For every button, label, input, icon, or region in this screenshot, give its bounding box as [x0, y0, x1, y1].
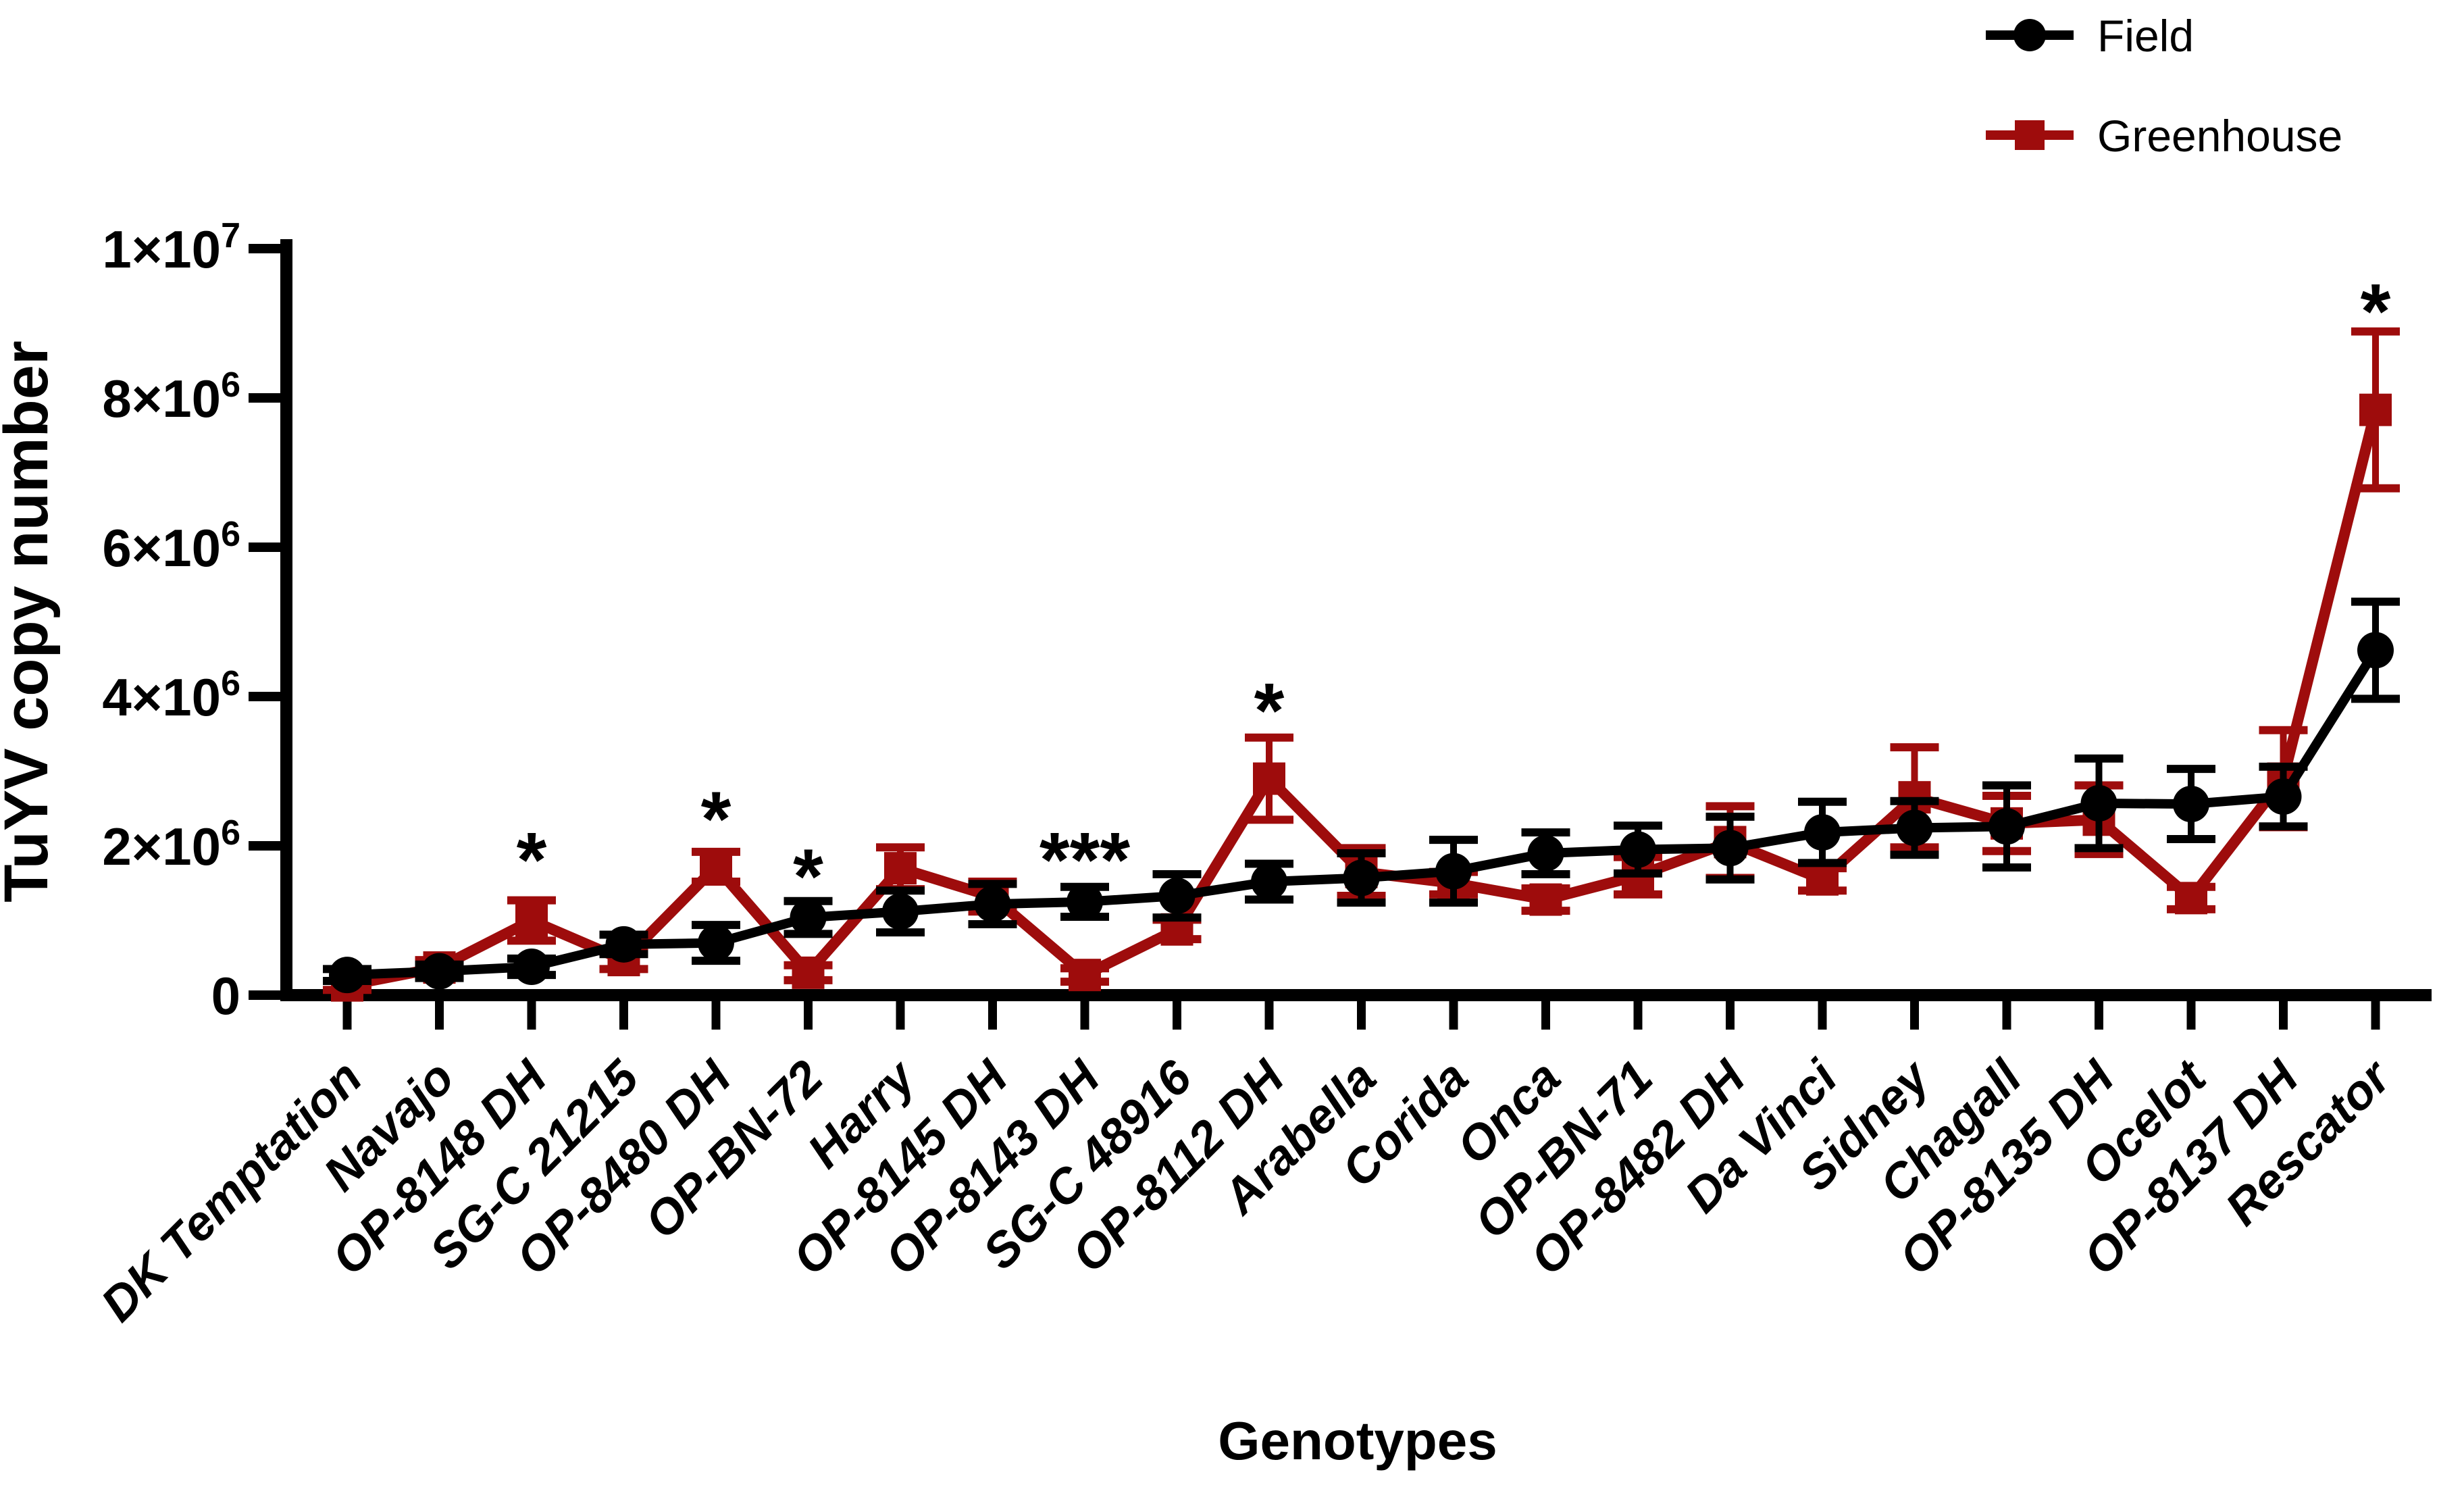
x-tick-mark [2371, 1001, 2380, 1030]
x-tick-mark [988, 1001, 997, 1030]
field-data-point [1435, 853, 1472, 890]
y-tick-mark [249, 692, 280, 701]
x-tick-mark [1357, 1001, 1366, 1030]
x-tick-mark [711, 1001, 721, 1030]
significance-layer: * ** ***** [517, 268, 2391, 919]
field-data-point [790, 899, 827, 936]
x-tick-mark [1910, 1001, 1919, 1030]
field-data-point [2173, 786, 2209, 823]
field-data-point [882, 893, 919, 930]
field-data-point [1988, 808, 2025, 845]
x-axis-title: Genotypes [1218, 1411, 1497, 1471]
legend-item-greenhouse: Greenhouse [1986, 111, 2342, 161]
field-data-point [974, 886, 1011, 923]
legend-label-field: Field [2097, 11, 2194, 61]
x-tick-mark [1080, 1001, 1089, 1030]
y-tick-label: 8×106 [102, 365, 240, 428]
x-tick-mark [896, 1001, 905, 1030]
y-tick-label: 4×106 [102, 664, 240, 727]
greenhouse-data-point [1069, 959, 1101, 992]
x-axis-line [280, 989, 2432, 1001]
y-tick-mark [249, 393, 280, 403]
greenhouse-data-point [2359, 393, 2392, 426]
y-tick-mark [249, 990, 280, 1000]
y-tick-label: 1×107 [102, 216, 240, 279]
legend-item-field: Field [1986, 11, 2194, 61]
field-data-point [1343, 859, 1380, 897]
x-tick-mark [2279, 1001, 2288, 1030]
x-tick-mark [1173, 1001, 1181, 1030]
field-data-point [2080, 785, 2118, 822]
field-data-point [1527, 835, 1564, 872]
x-tick-mark [435, 1001, 444, 1030]
x-tick-mark [619, 1001, 628, 1030]
field-data-point [421, 953, 458, 990]
greenhouse-data-point [792, 956, 825, 989]
significance-asterisk: * [517, 817, 547, 904]
x-tick-mark [1818, 1001, 1827, 1030]
y-tick-mark [249, 542, 280, 552]
x-tick-mark [1541, 1001, 1550, 1030]
series-layer [323, 327, 2400, 1002]
y-tick-label: 0 [211, 966, 240, 1026]
y-tick-label: 2×106 [102, 813, 240, 876]
significance-asterisk: * [1254, 668, 1285, 755]
x-tick-mark [1449, 1001, 1458, 1030]
field-data-point [1067, 883, 1103, 920]
greenhouse-data-point [2175, 882, 2207, 915]
field-data-point [1251, 863, 1287, 901]
field-data-point [1158, 878, 1196, 915]
x-tick-mark [527, 1001, 536, 1030]
greenhouse-data-point [1253, 762, 1285, 795]
x-category-label: DK Temptation [91, 1051, 373, 1332]
field-data-point [1712, 830, 1749, 867]
y-axis-line [280, 239, 292, 1001]
field-data-point [698, 924, 734, 961]
x-tick-mark [342, 1001, 352, 1030]
significance-asterisk: * [2361, 268, 2391, 355]
significance-asterisk: *** [1040, 817, 1131, 904]
field-data-point [2265, 778, 2302, 815]
x-tick-mark [1264, 1001, 1274, 1030]
significance-asterisk: * [701, 776, 732, 863]
field-data-point [1620, 831, 1656, 868]
x-ticks [342, 1001, 2380, 1030]
field-data-point [1896, 809, 1933, 847]
field-data-point [513, 949, 550, 986]
greenhouse-data-point [1806, 863, 1839, 896]
greenhouse-data-point [700, 850, 732, 883]
significance-asterisk: * [793, 834, 823, 920]
field-data-point [329, 957, 365, 994]
field-data-point [605, 926, 642, 963]
field-series [323, 597, 2400, 994]
y-tick-label: 6×106 [102, 515, 240, 578]
legend-label-greenhouse: Greenhouse [2097, 111, 2342, 161]
greenhouse-data-point [515, 904, 548, 937]
greenhouse-data-point [1529, 883, 1562, 916]
x-tick-mark [2095, 1001, 2103, 1030]
field-legend-circle-icon [2013, 19, 2046, 51]
field-data-point [1804, 814, 1841, 851]
greenhouse-data-point [884, 852, 917, 885]
field-data-point [2357, 632, 2394, 669]
y-tick-mark [249, 841, 280, 851]
greenhouse-legend-square-icon [2015, 120, 2045, 150]
y-axis-title: TuYV copy number [0, 340, 61, 903]
x-tick-mark [2002, 1001, 2011, 1030]
y-tick-mark [249, 244, 280, 253]
x-tick-mark [1633, 1001, 1643, 1030]
x-tick-mark [2186, 1001, 2196, 1030]
x-tick-mark [1726, 1001, 1735, 1030]
x-tick-mark [804, 1001, 813, 1030]
legend: Field Greenhouse [1986, 11, 2342, 161]
y-ticks: 0 2×106 4×106 6×106 8×106 1×107 [102, 216, 280, 1026]
